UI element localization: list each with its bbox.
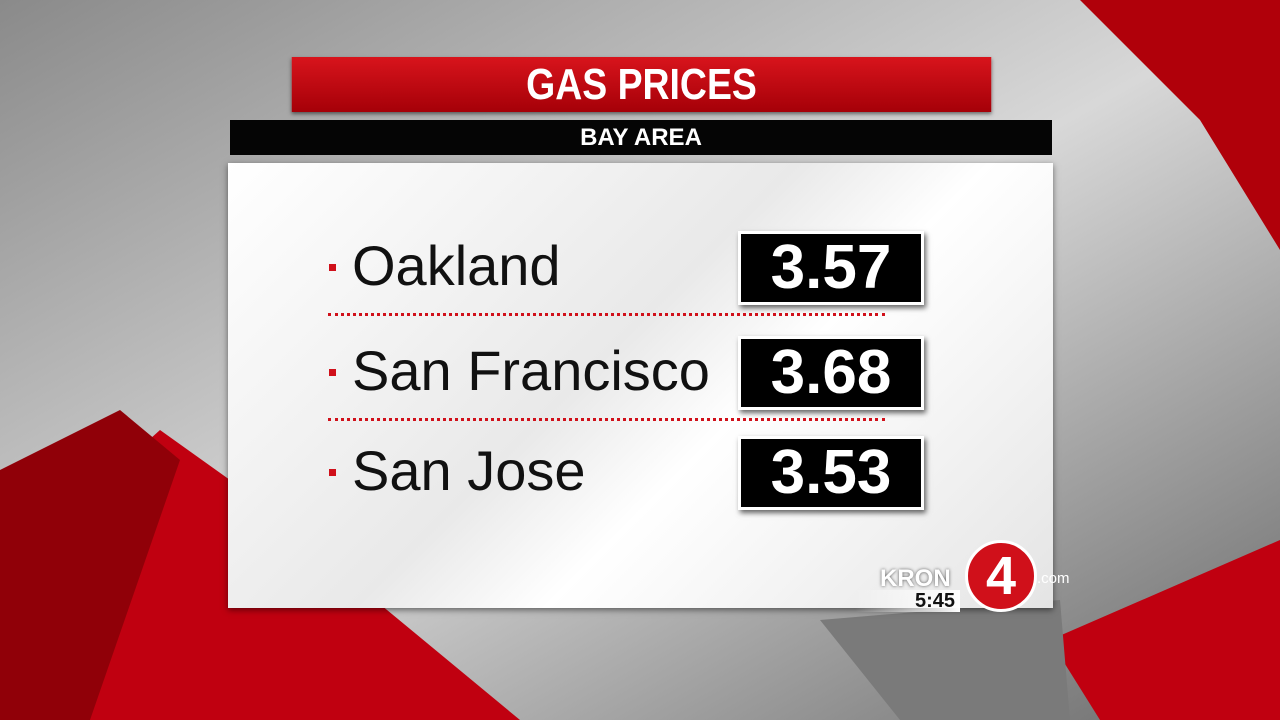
bullet — [329, 369, 336, 376]
domain-suffix: .com — [1037, 570, 1070, 587]
title: GAS PRICES — [291, 57, 992, 112]
city-name: San Francisco — [352, 339, 710, 402]
city-name: Oakland — [352, 234, 561, 297]
price-row: San Francisco 3.68 — [228, 331, 1053, 411]
subtitle: BAY AREA — [230, 120, 1052, 155]
price-row: Oakland 3.57 — [228, 226, 1053, 306]
gas-price: 3.53 — [738, 436, 924, 510]
bullet — [329, 264, 336, 271]
divider — [328, 313, 885, 316]
price-row: San Jose 3.53 — [228, 431, 1053, 511]
channel-number: 4 — [965, 540, 1037, 612]
gas-price: 3.57 — [738, 231, 924, 305]
time: 5:45 — [855, 590, 960, 612]
city-name: San Jose — [352, 439, 586, 502]
gas-price: 3.68 — [738, 336, 924, 410]
price-panel: Oakland 3.57 San Francisco 3.68 San Jose 3.53 — [228, 163, 1053, 608]
station-logo: 5:45 KRON 4 .com — [855, 540, 1080, 612]
station-name: KRON — [880, 565, 951, 592]
divider — [328, 418, 885, 421]
bullet — [329, 469, 336, 476]
